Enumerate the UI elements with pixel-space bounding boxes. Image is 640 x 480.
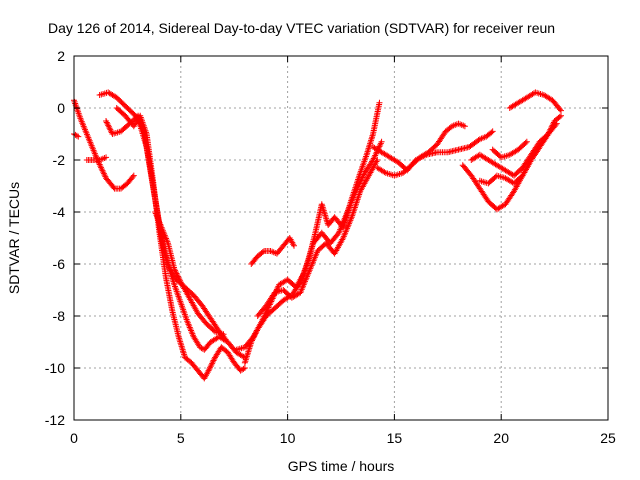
data-point [206, 366, 213, 373]
data-point [108, 128, 115, 135]
data-point [103, 119, 110, 126]
series-track-l [370, 128, 496, 174]
data-point [556, 106, 563, 113]
y-tick-label: 0 [57, 100, 65, 116]
y-tick-label: -8 [53, 308, 66, 324]
y-tick-label: -6 [53, 256, 66, 272]
series-track-p [476, 120, 560, 187]
series-track-b [71, 131, 82, 140]
y-tick-label: -4 [53, 204, 66, 220]
data-point [461, 123, 468, 130]
data-point [129, 173, 136, 180]
data-point [73, 132, 80, 139]
y-axis-label: SDTVAR / TECUs [6, 182, 22, 294]
data-point [176, 276, 183, 283]
data-point [75, 133, 82, 140]
x-axis-label: GPS time / hours [288, 458, 395, 474]
series-track-m [374, 120, 468, 179]
data-point [488, 129, 495, 136]
data-point [558, 112, 565, 119]
data-point [107, 126, 114, 133]
data-point [210, 357, 217, 364]
data-point [523, 138, 530, 145]
series-track-h [241, 99, 383, 366]
data-point [105, 122, 112, 129]
data-point [220, 331, 227, 338]
data-point [206, 364, 213, 371]
data-point [205, 367, 212, 374]
y-tick-label: -2 [53, 152, 66, 168]
series-track-g [152, 209, 227, 338]
series-track-f [113, 105, 248, 382]
plot-frame [73, 55, 609, 421]
data-point [374, 157, 381, 163]
x-tick-label: 25 [600, 430, 616, 446]
data-point [510, 189, 517, 196]
data-point [291, 242, 298, 249]
series-track-n [459, 112, 565, 213]
y-tick-label: -10 [45, 360, 65, 376]
data-point [376, 99, 383, 106]
data-point [103, 154, 110, 161]
chart-title: Day 126 of 2014, Sidereal Day-to-day VTE… [48, 20, 555, 36]
data-point [174, 271, 181, 278]
data-point [174, 273, 181, 280]
data-point [105, 123, 112, 130]
data-point [209, 358, 216, 365]
x-tick-label: 20 [493, 430, 509, 446]
data-point [553, 120, 560, 127]
series-track-j [248, 235, 298, 267]
series-track-c [83, 154, 110, 163]
data-point [209, 360, 216, 367]
data-point [552, 121, 559, 128]
data-layer [71, 89, 565, 382]
data-point [171, 266, 178, 273]
data-point [104, 120, 111, 127]
x-tick-label: 10 [280, 430, 296, 446]
x-tick-label: 15 [387, 430, 403, 446]
data-point [240, 365, 247, 372]
data-point [241, 365, 248, 371]
data-point [207, 363, 214, 370]
data-point [172, 269, 179, 276]
series-track-q [489, 138, 530, 161]
x-tick-label: 0 [70, 430, 78, 446]
y-tick-label: -12 [45, 412, 65, 428]
data-point [175, 274, 182, 281]
data-point [110, 184, 117, 191]
data-point [558, 107, 565, 114]
series-track-r [506, 89, 565, 114]
data-point [172, 267, 179, 274]
data-point [177, 277, 184, 284]
y-tick-label: 2 [57, 48, 65, 64]
data-point [556, 113, 563, 120]
data-point [381, 169, 388, 176]
data-point [259, 249, 266, 256]
data-point [173, 270, 180, 277]
series-track-k [254, 157, 381, 319]
series-track-d [96, 89, 229, 343]
data-point [103, 118, 110, 124]
x-tick-label: 5 [177, 430, 185, 446]
series-track-a [71, 97, 137, 192]
data-point [130, 172, 137, 179]
data-point [489, 128, 496, 135]
data-point [208, 361, 215, 368]
data-point [522, 139, 529, 146]
series-track-i [233, 138, 385, 353]
data-point [106, 125, 113, 132]
data-point [378, 138, 385, 145]
